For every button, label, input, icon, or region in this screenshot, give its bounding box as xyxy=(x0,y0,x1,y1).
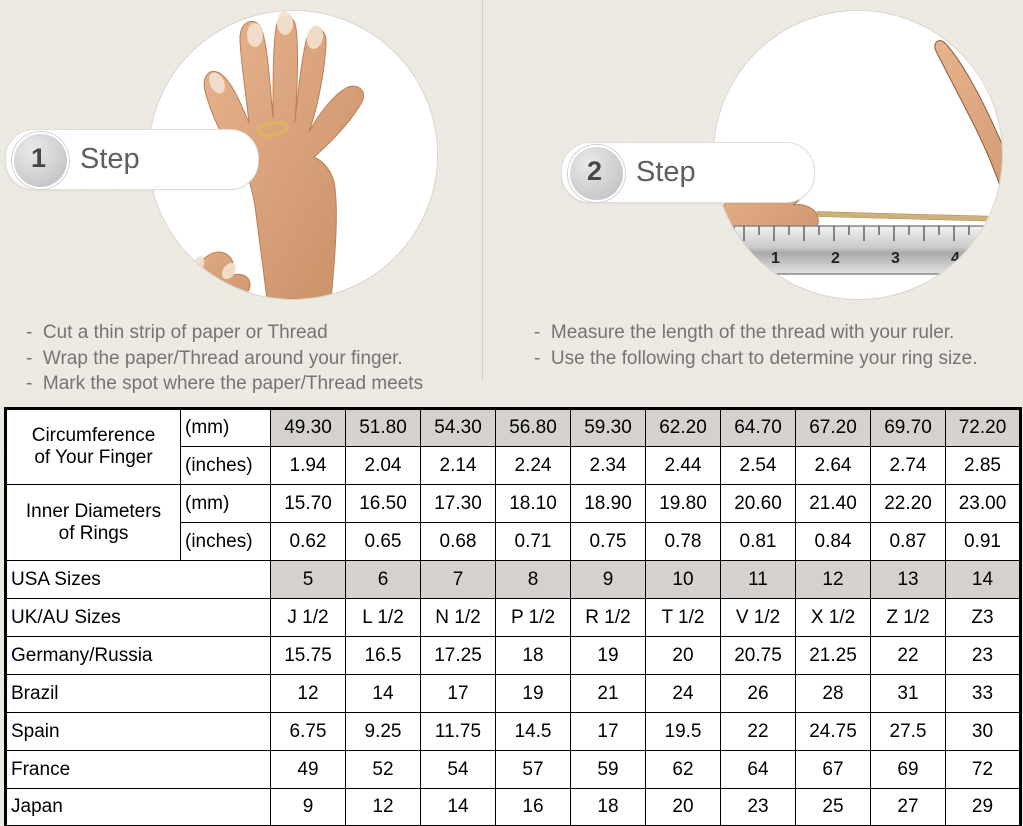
svg-text:1: 1 xyxy=(771,250,780,267)
svg-text:3: 3 xyxy=(891,250,900,267)
svg-text:2: 2 xyxy=(831,250,840,267)
